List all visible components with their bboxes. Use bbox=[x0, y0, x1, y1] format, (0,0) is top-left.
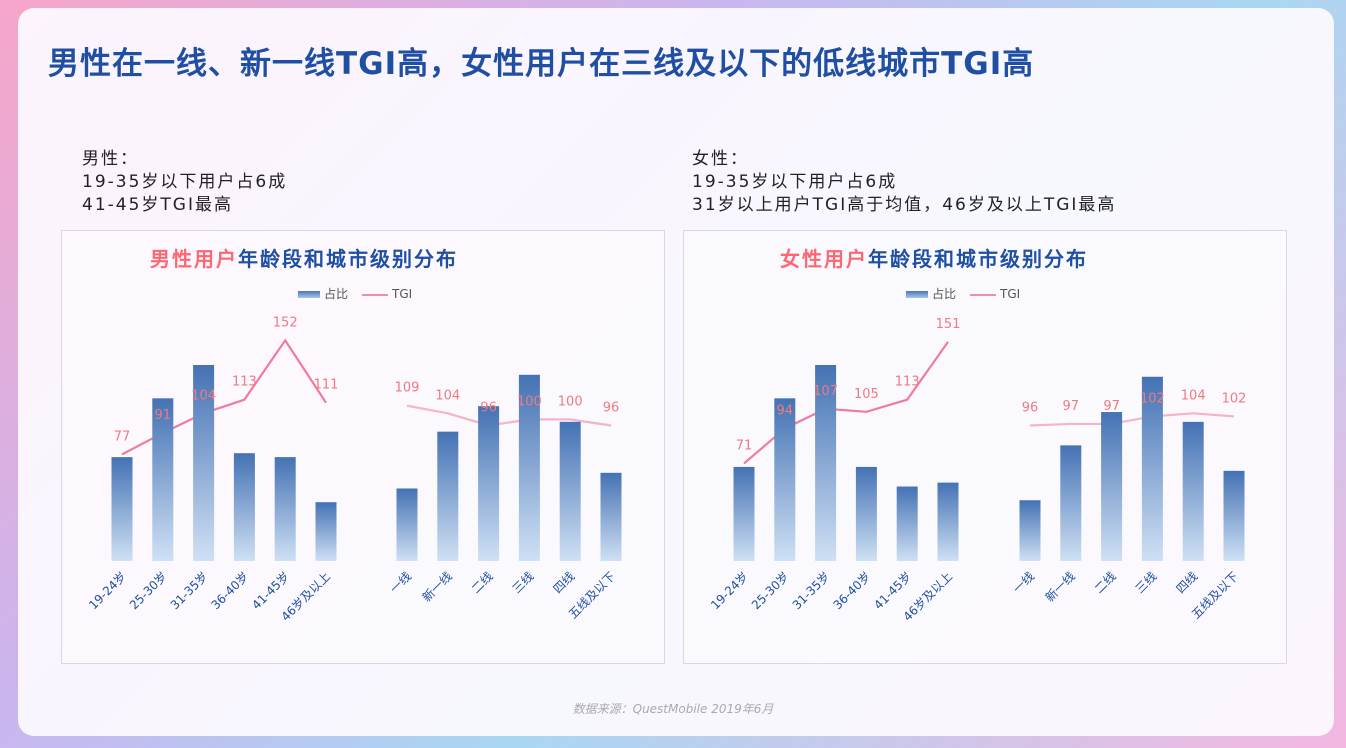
female-note: 女性： 19-35岁以下用户占6成 31岁以上用户TGI高于均值，46岁及以上T… bbox=[692, 148, 1116, 217]
female-chart-title-highlight: 女性用户 bbox=[780, 247, 868, 271]
x-tick-label: 25-30岁 bbox=[748, 569, 792, 613]
tgi-data-label: 113 bbox=[232, 375, 257, 390]
bar bbox=[733, 466, 755, 561]
tgi-data-label: 113 bbox=[895, 375, 920, 390]
x-tick-label: 31-35岁 bbox=[167, 569, 211, 613]
tgi-data-label: 91 bbox=[155, 408, 172, 423]
legend-bar-label: 占比 bbox=[324, 287, 349, 301]
tgi-data-label: 100 bbox=[517, 394, 542, 409]
x-tick-label: 31-35岁 bbox=[789, 569, 833, 613]
male-chart-title-highlight: 男性用户 bbox=[150, 247, 238, 271]
male-note-line: 41-45岁TGI最高 bbox=[82, 195, 233, 215]
x-tick-label: 四线 bbox=[1173, 569, 1200, 596]
bar bbox=[518, 374, 540, 561]
tgi-data-label: 104 bbox=[1181, 388, 1206, 403]
male-note-line: 男性： bbox=[82, 149, 139, 169]
bar bbox=[1223, 470, 1245, 561]
female-legend: 占比 TGI bbox=[906, 285, 1020, 302]
tgi-data-label: 96 bbox=[603, 400, 620, 415]
bar-swatch-icon bbox=[298, 291, 320, 298]
bar bbox=[396, 488, 418, 561]
bar bbox=[896, 486, 918, 561]
female-note-line: 女性： bbox=[692, 149, 749, 169]
tgi-data-label: 97 bbox=[1103, 399, 1120, 414]
male-legend: 占比 TGI bbox=[298, 285, 412, 302]
male-chart-title-rest: 年龄段和城市级别分布 bbox=[238, 247, 458, 271]
bar bbox=[1101, 412, 1123, 561]
bar bbox=[559, 421, 581, 561]
bar-swatch-icon bbox=[906, 291, 928, 298]
tgi-data-label: 102 bbox=[1140, 391, 1165, 406]
male-note-line: 19-35岁以下用户占6成 bbox=[82, 172, 288, 192]
bar bbox=[855, 466, 877, 561]
tgi-line bbox=[1029, 412, 1235, 427]
bar bbox=[1141, 376, 1163, 561]
x-tick-label: 三线 bbox=[510, 569, 537, 596]
tgi-data-label: 102 bbox=[1222, 391, 1247, 406]
bar bbox=[1019, 500, 1041, 561]
x-tick-label: 新一线 bbox=[1042, 569, 1078, 605]
tgi-data-label: 105 bbox=[854, 387, 879, 402]
male-chart-title: 男性用户年龄段和城市级别分布 bbox=[150, 243, 458, 272]
bar bbox=[437, 431, 459, 561]
tgi-data-label: 104 bbox=[191, 388, 216, 403]
bar bbox=[1060, 445, 1082, 561]
bar bbox=[937, 482, 959, 561]
tgi-data-label: 100 bbox=[558, 394, 583, 409]
tgi-data-label: 96 bbox=[1022, 400, 1039, 415]
x-tick-label: 一线 bbox=[1010, 569, 1037, 596]
x-tick-label: 25-30岁 bbox=[126, 569, 170, 613]
bar bbox=[1182, 421, 1204, 561]
tgi-data-label: 107 bbox=[813, 384, 838, 399]
x-tick-label: 三线 bbox=[1133, 569, 1160, 596]
x-tick-label: 四线 bbox=[550, 569, 577, 596]
x-tick-label: 二线 bbox=[1092, 569, 1119, 596]
bar bbox=[315, 502, 337, 561]
x-tick-label: 19-24岁 bbox=[707, 569, 751, 613]
bar bbox=[600, 472, 622, 561]
legend-line-label: TGI bbox=[1000, 287, 1021, 301]
female-chart-title: 女性用户年龄段和城市级别分布 bbox=[780, 243, 1088, 272]
tgi-data-label: 96 bbox=[480, 400, 497, 415]
bar bbox=[774, 398, 796, 561]
tgi-data-label: 151 bbox=[936, 317, 961, 332]
bar bbox=[152, 398, 174, 561]
bar bbox=[478, 406, 500, 561]
tgi-data-label: 94 bbox=[777, 404, 794, 419]
data-source: 数据来源：QuestMobile 2019年6月 bbox=[572, 702, 774, 716]
x-tick-label: 19-24岁 bbox=[85, 569, 129, 613]
tgi-data-label: 71 bbox=[736, 438, 753, 453]
tgi-data-label: 104 bbox=[435, 388, 460, 403]
tgi-data-label: 109 bbox=[395, 381, 420, 396]
female-note-line: 19-35岁以下用户占6成 bbox=[692, 172, 898, 192]
x-tick-label: 新一线 bbox=[419, 569, 455, 605]
bar bbox=[274, 457, 296, 561]
tgi-data-label: 111 bbox=[314, 378, 339, 393]
x-tick-label: 36-40岁 bbox=[830, 569, 874, 613]
bar bbox=[111, 457, 133, 561]
line-swatch-icon bbox=[970, 293, 997, 296]
tgi-line bbox=[406, 404, 612, 427]
x-tick-label: 一线 bbox=[387, 569, 414, 596]
slide-card bbox=[18, 8, 1334, 736]
page-title: 男性在一线、新一线TGI高，女性用户在三线及以下的低线城市TGI高 bbox=[48, 46, 1035, 82]
tgi-data-label: 77 bbox=[114, 429, 131, 444]
x-tick-label: 36-40岁 bbox=[208, 569, 252, 613]
bar bbox=[193, 365, 215, 561]
female-note-line: 31岁以上用户TGI高于均值，46岁及以上TGI最高 bbox=[692, 195, 1117, 215]
legend-line-label: TGI bbox=[392, 287, 413, 301]
x-tick-label: 二线 bbox=[469, 569, 496, 596]
legend-bar-label: 占比 bbox=[932, 287, 957, 301]
bar bbox=[233, 453, 255, 561]
bar bbox=[815, 365, 837, 561]
tgi-data-label: 97 bbox=[1063, 399, 1080, 414]
line-swatch-icon bbox=[362, 293, 389, 296]
female-chart-title-rest: 年龄段和城市级别分布 bbox=[868, 247, 1088, 271]
tgi-data-label: 152 bbox=[273, 315, 298, 330]
male-note: 男性： 19-35岁以下用户占6成 41-45岁TGI最高 bbox=[82, 148, 287, 217]
